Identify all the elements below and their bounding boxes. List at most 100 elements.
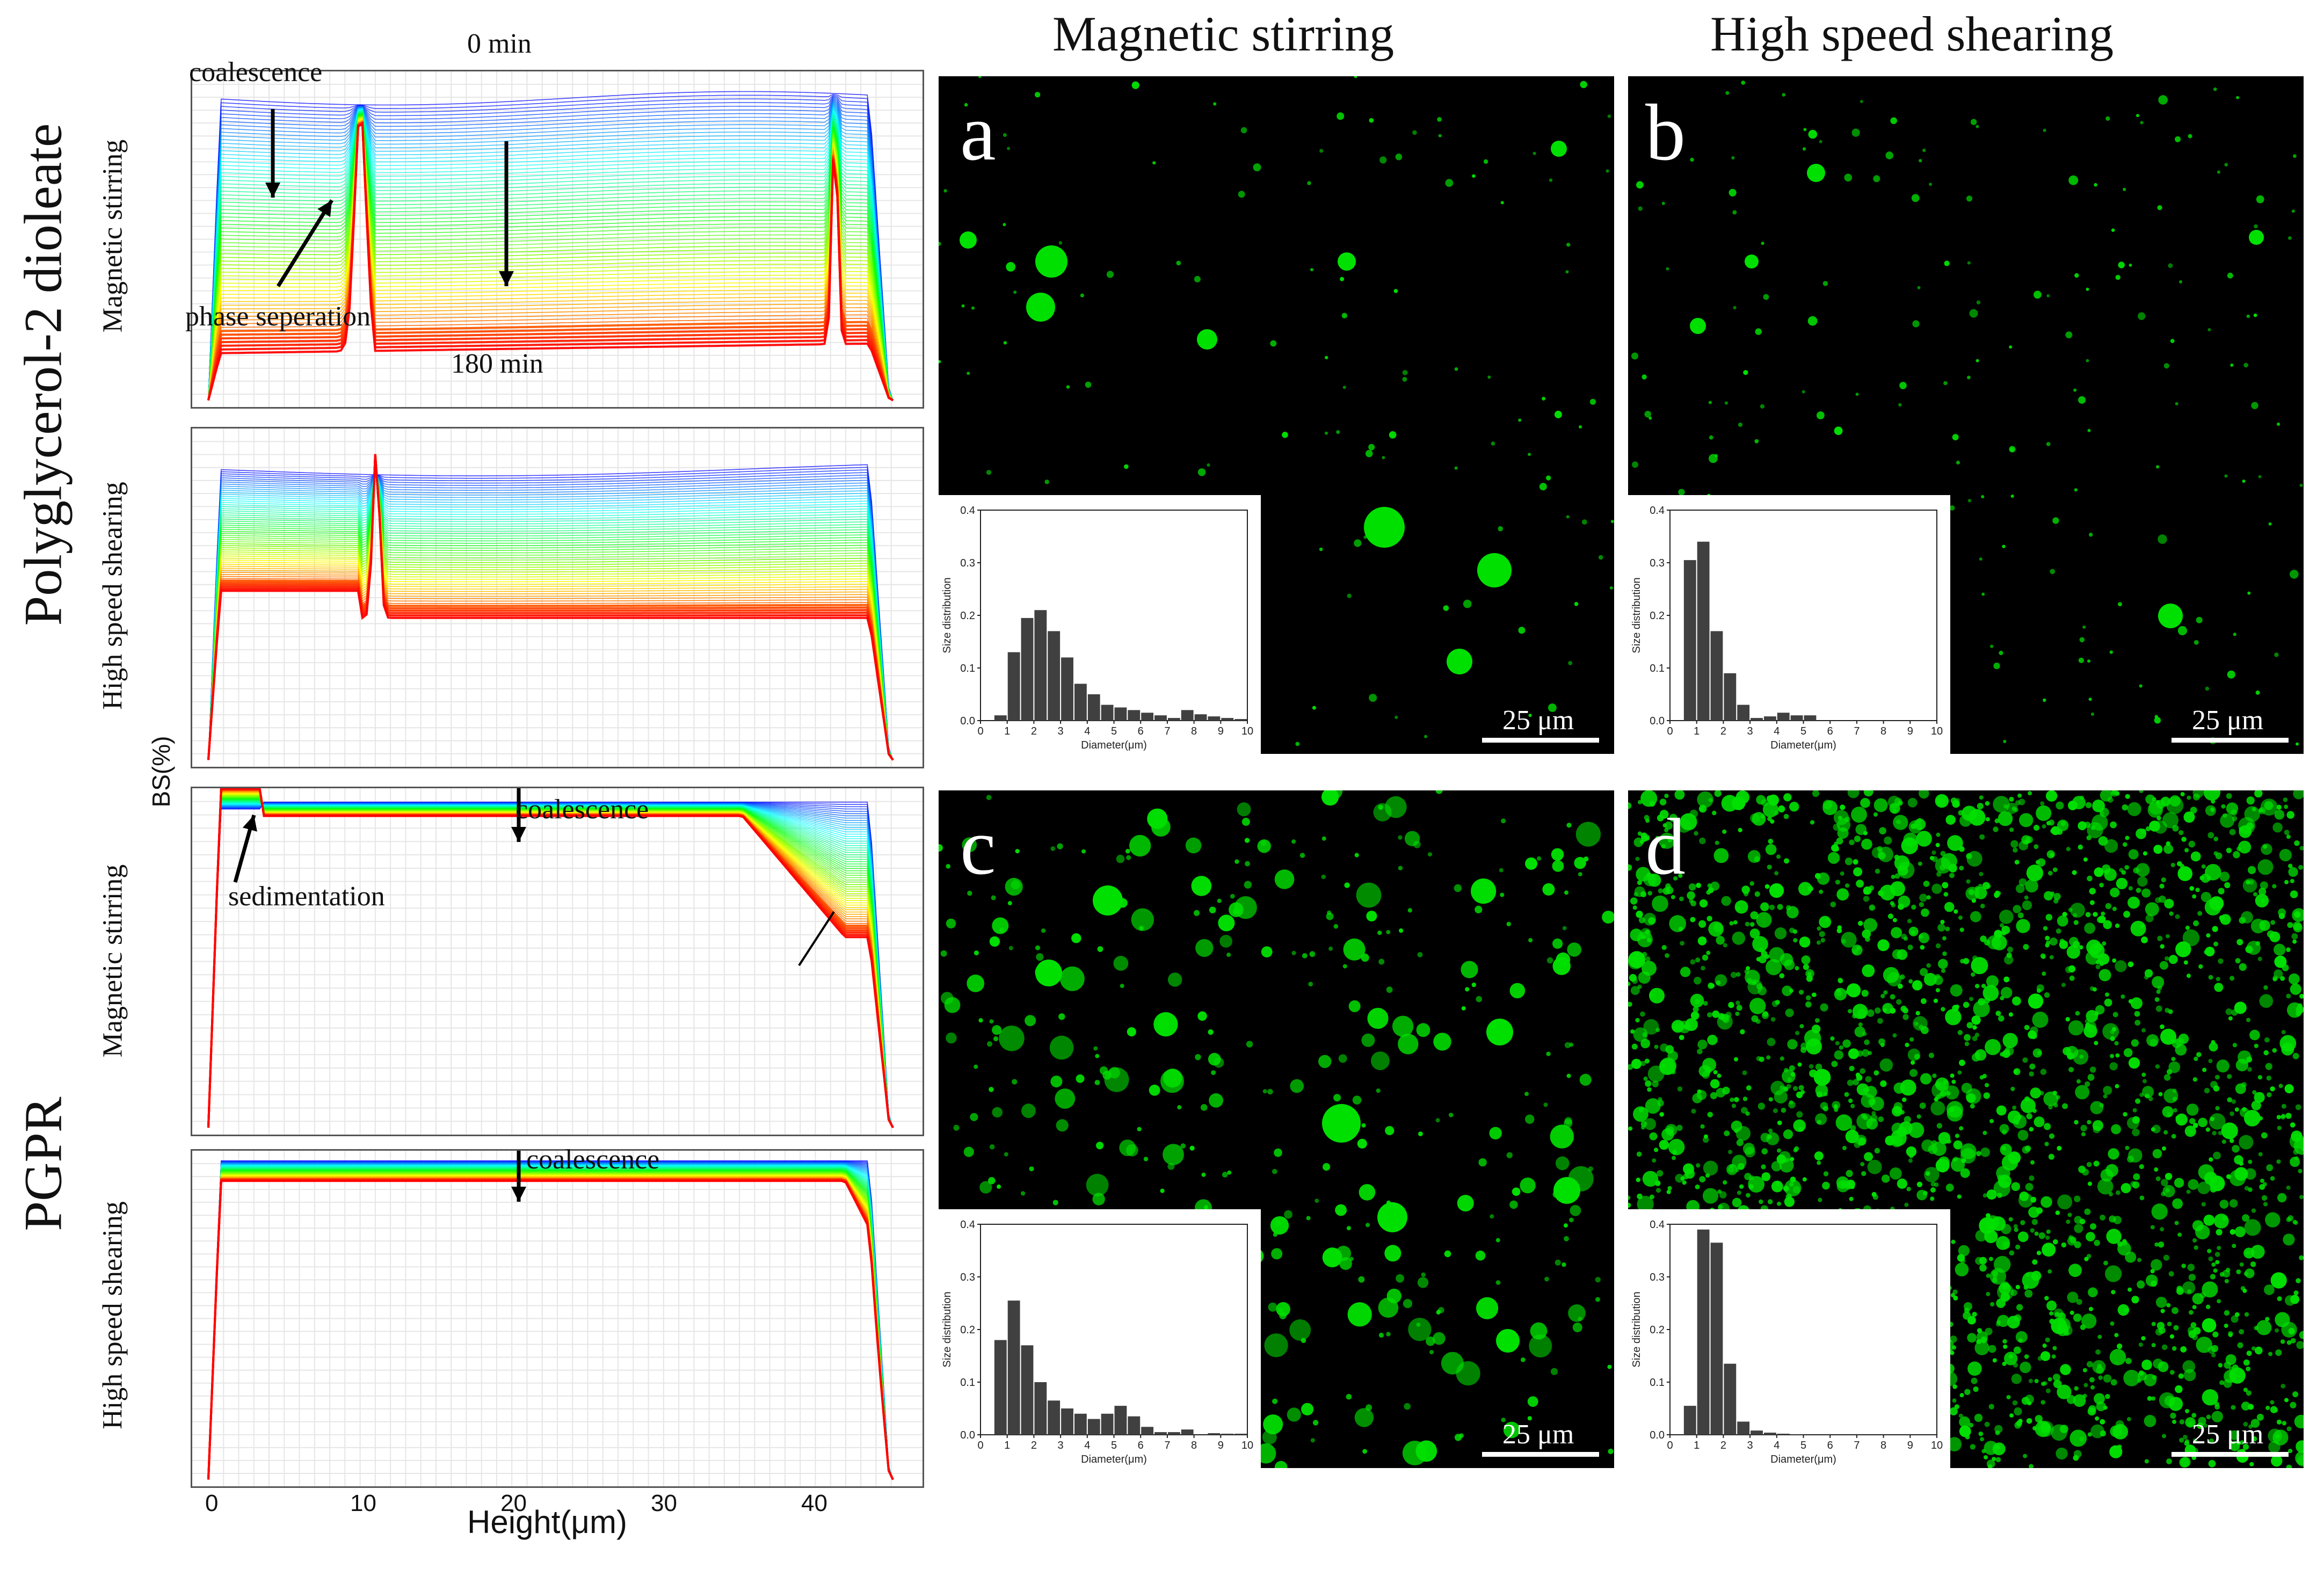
droplet [1890,117,1897,125]
droplet [2208,1459,2216,1468]
profile-2-curve [208,469,894,760]
droplet [2227,1097,2232,1102]
droplet [1637,800,1642,804]
arrow-head [265,183,280,198]
droplet [1368,444,1375,451]
droplet [2046,442,2051,446]
droplet [1630,986,1640,995]
droplet [1644,1118,1656,1130]
droplet [2214,983,2224,992]
droplet [1733,920,1738,925]
droplet [2254,224,2258,229]
droplet [1735,905,1740,911]
droplet [1550,1368,1558,1375]
droplet [2172,1038,2181,1048]
profile-1-curve [208,108,894,401]
droplet [2137,1378,2141,1383]
droplet [1906,1187,1911,1192]
droplet [2172,1088,2177,1093]
droplet [2258,807,2266,815]
droplet [2164,898,2174,909]
droplet [1301,1403,1314,1415]
profile-1-curve [207,121,894,402]
histogram-inset-c: 0 1 2 3 4 5 6 7 8 9 10 0.0 0.1 0.2 0.3 0.4 Diameter(μm) S… [939,1209,1261,1468]
droplet [1992,1270,1998,1277]
droplet [2192,790,2204,798]
droplet [2051,1318,2067,1334]
droplet [2089,533,2093,537]
droplet [1879,884,1895,900]
profile-2-curve [208,469,894,760]
droplet [2214,1252,2220,1257]
droplet [2264,1037,2270,1043]
droplet [2106,1229,2122,1244]
profile-4-curve [208,1164,894,1480]
droplet [1977,803,1984,810]
droplet [2212,1131,2217,1136]
droplet [1995,1011,2001,1016]
droplet [1674,790,1685,800]
droplet [2074,1195,2081,1202]
droplet [2275,1328,2279,1333]
droplet [1393,289,1398,293]
droplet [2221,1139,2226,1144]
histogram-bar [1141,1427,1154,1435]
droplet [1917,286,1921,289]
profile-1-curve [208,106,894,401]
droplet [2141,936,2148,943]
micrograph-d: d 0 1 2 3 4 5 6 7 8 9 10 0.0 0.1 0.2 0.3 0.4 Diameter(μm… [1628,790,2304,1468]
droplet [2087,428,2091,432]
droplet [2011,1374,2022,1384]
droplet [1417,1277,1429,1288]
droplet [1707,1035,1718,1045]
droplet [2037,1356,2043,1361]
droplet [1678,926,1683,932]
droplet [2297,1455,2304,1467]
droplet [986,470,992,475]
droplet [1935,988,1940,993]
droplet [2155,1064,2160,1069]
droplet [2103,1094,2108,1099]
droplet [2081,1132,2086,1137]
droplet [1844,173,1852,181]
droplet [1628,864,1632,871]
droplet [1710,1079,1720,1089]
droplet [1775,1181,1780,1186]
droplet [1418,1131,1423,1136]
droplet [2292,939,2297,944]
droplet [1661,945,1667,950]
droplet [2282,964,2289,971]
profile-2-curve [208,469,894,760]
droplet [1992,1358,1997,1363]
droplet [1783,1129,1793,1139]
droplet [2150,1269,2155,1274]
droplet [2087,659,2090,663]
droplet [1214,1057,1224,1068]
droplet [2097,1363,2102,1369]
droplet [2274,969,2283,979]
droplet [2034,1379,2039,1383]
droplet [1922,148,1926,152]
droplet [2020,1361,2031,1374]
profile-2-curve [207,454,894,761]
droplet [1378,1332,1384,1338]
droplet [1803,964,1809,970]
droplet [1798,1127,1804,1132]
droplet [2272,1429,2289,1445]
droplet [1163,1144,1184,1165]
droplet [2172,1346,2177,1351]
droplet [1807,971,1812,976]
profile-1-curve [208,100,894,401]
droplet [1310,268,1313,272]
droplet [2183,811,2195,823]
profile-1-curve [208,115,894,401]
droplet [1737,1190,1741,1195]
droplet [2098,969,2111,982]
droplet [1976,300,1981,304]
droplet [2042,824,2046,829]
droplet [2174,1178,2184,1188]
droplet [2220,813,2235,828]
droplet [2097,1178,2114,1195]
droplet [1717,1073,1722,1078]
droplet [1152,161,1156,165]
